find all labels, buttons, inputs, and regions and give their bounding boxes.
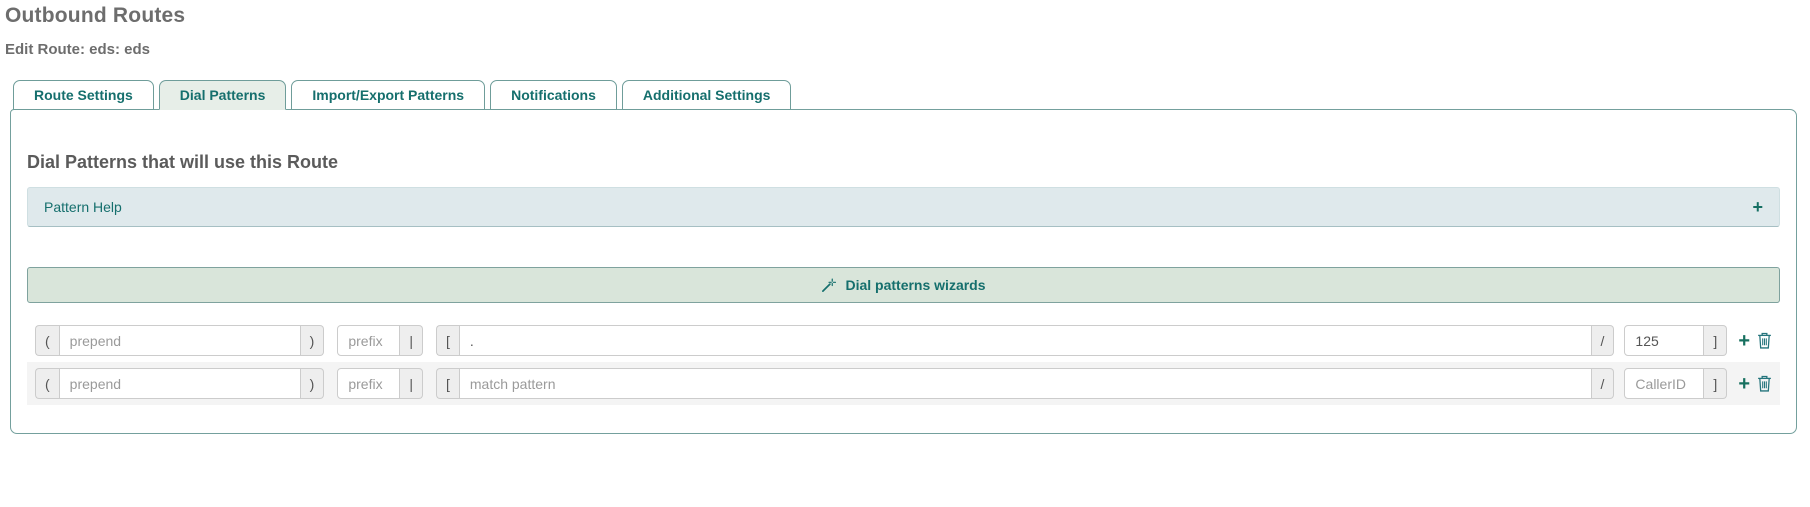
outbound-routes-page: Outbound Routes Edit Route: eds: eds Rou… [0, 4, 1810, 507]
dial-pattern-row: ( ) | [ / ] [27, 319, 1780, 362]
close-paren-addon: ) [300, 368, 325, 399]
pipe-addon: | [400, 368, 423, 399]
magic-wand-icon [821, 278, 837, 293]
tab-import-export-patterns[interactable]: Import/Export Patterns [291, 80, 486, 110]
trash-icon[interactable] [1757, 332, 1772, 349]
slash-addon: / [1591, 325, 1615, 356]
prefix-input[interactable] [337, 368, 401, 399]
callerid-group: ] [1624, 325, 1728, 356]
page-title: Outbound Routes [5, 4, 186, 27]
prepend-input[interactable] [58, 325, 301, 356]
close-paren-addon: ) [300, 325, 325, 356]
expand-plus-icon[interactable]: + [1752, 197, 1763, 217]
pipe-addon: | [400, 325, 423, 356]
callerid-input[interactable] [1624, 325, 1705, 356]
section-heading: Dial Patterns that will use this Route [27, 152, 339, 172]
dial-pattern-rows: ( ) | [ / ] [27, 319, 1780, 405]
tab-route-settings[interactable]: Route Settings [13, 80, 154, 110]
tab-notifications[interactable]: Notifications [490, 80, 617, 110]
trash-icon[interactable] [1757, 375, 1772, 392]
close-bracket-addon: ] [1704, 368, 1728, 399]
match-pattern-group: [ / [435, 325, 1615, 356]
prepend-input[interactable] [58, 368, 301, 399]
dial-pattern-row: ( ) | [ / ] [27, 362, 1780, 405]
tab-additional-settings[interactable]: Additional Settings [621, 80, 792, 110]
dial-patterns-panel: Dial Patterns that will use this Route P… [10, 109, 1797, 434]
match-pattern-input[interactable] [458, 368, 1592, 399]
callerid-input[interactable] [1624, 368, 1705, 399]
prepend-group: ( ) [35, 368, 325, 399]
dial-patterns-wizards-button[interactable]: Dial patterns wizards [27, 267, 1780, 303]
prefix-group: | [337, 368, 423, 399]
edit-route-subtitle: Edit Route: eds: eds [5, 41, 151, 58]
row-actions: + [1738, 331, 1772, 351]
open-paren-addon: ( [35, 325, 59, 356]
pattern-help-collapsible[interactable]: Pattern Help + [27, 187, 1780, 227]
row-actions: + [1738, 374, 1772, 394]
callerid-group: ] [1624, 368, 1728, 399]
wizards-button-label: Dial patterns wizards [845, 277, 986, 293]
pattern-help-label: Pattern Help [44, 199, 122, 215]
prefix-input[interactable] [337, 325, 401, 356]
slash-addon: / [1591, 368, 1615, 399]
prefix-group: | [337, 325, 423, 356]
open-bracket-addon: [ [435, 368, 459, 399]
close-bracket-addon: ] [1704, 325, 1728, 356]
add-row-icon[interactable]: + [1738, 329, 1750, 352]
prepend-group: ( ) [35, 325, 325, 356]
route-tabs: Route Settings Dial Patterns Import/Expo… [0, 80, 1810, 110]
open-bracket-addon: [ [435, 325, 459, 356]
tab-dial-patterns[interactable]: Dial Patterns [158, 80, 287, 110]
match-pattern-group: [ / [435, 368, 1615, 399]
match-pattern-input[interactable] [458, 325, 1592, 356]
add-row-icon[interactable]: + [1738, 372, 1750, 395]
open-paren-addon: ( [35, 368, 59, 399]
